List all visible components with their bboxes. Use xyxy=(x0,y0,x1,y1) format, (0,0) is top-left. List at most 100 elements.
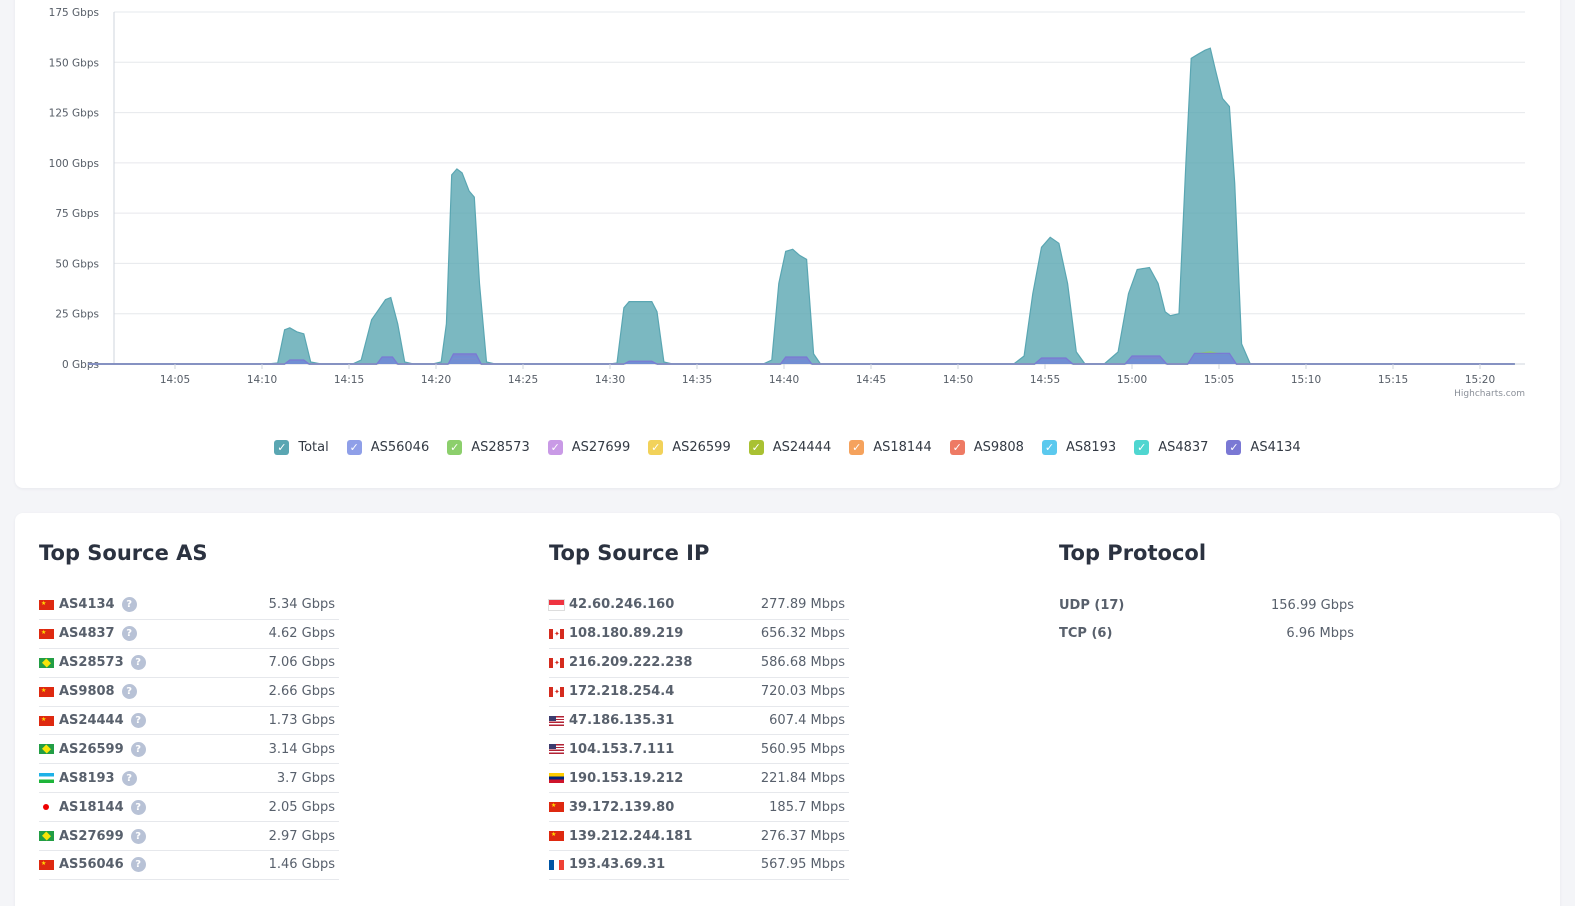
legend-item-total[interactable]: ✓ Total xyxy=(274,440,329,455)
row-label: 193.43.69.31 xyxy=(549,857,665,872)
series-area-as4134[interactable] xyxy=(88,353,1515,364)
series-line-as4134[interactable] xyxy=(88,352,1515,365)
top-source-as-title: Top Source AS xyxy=(39,541,208,565)
help-icon[interactable]: ? xyxy=(130,799,146,815)
row-label: ★ AS56046? xyxy=(39,857,146,873)
row-label: ★ 39.172.139.80 xyxy=(549,800,674,815)
row-label: ★ AS4134? xyxy=(39,597,137,613)
row-value: 5.34 Gbps xyxy=(268,597,335,613)
y-tick-label: 25 Gbps xyxy=(55,309,99,321)
help-icon[interactable]: ? xyxy=(121,597,137,613)
traffic-chart-card xyxy=(15,0,1560,488)
row-value: 2.97 Gbps xyxy=(268,828,335,844)
table-row: AS8193? 3.7 Gbps xyxy=(39,764,339,794)
x-tick-label: 14:30 xyxy=(595,374,625,386)
legend-item-as9808[interactable]: ✓ AS9808 xyxy=(949,440,1024,455)
row-label-text: 42.60.246.160 xyxy=(569,597,675,613)
highcharts-credit[interactable]: Highcharts.com xyxy=(1454,389,1525,399)
flag-uz-icon xyxy=(39,773,54,784)
help-icon[interactable]: ? xyxy=(121,684,137,700)
legend-checkbox-icon[interactable]: ✓ xyxy=(447,440,463,455)
table-row: ★ AS24444? 1.73 Gbps xyxy=(39,707,339,736)
table-row: AS18144? 2.05 Gbps xyxy=(39,793,339,823)
row-label-text: AS56046 xyxy=(59,857,124,873)
row-label-text: AS4134 xyxy=(59,597,115,613)
y-tick-label: 100 Gbps xyxy=(49,158,99,170)
row-value: 1.73 Gbps xyxy=(268,713,335,728)
legend-label: AS8193 xyxy=(1065,440,1117,455)
legend-item-as24444[interactable]: ✓ AS24444 xyxy=(748,440,832,455)
legend-checkbox-icon[interactable]: ✓ xyxy=(949,440,965,455)
top-stats-card: Top Source AS ★ AS4134? 5.34 Gbps ★ AS4837? 4… xyxy=(15,513,1560,906)
flag-sg-icon xyxy=(548,598,565,611)
flag-us-icon xyxy=(549,715,564,726)
help-icon[interactable]: ? xyxy=(130,741,146,757)
row-value: 720.03 Mbps xyxy=(760,684,845,700)
flag-br-icon xyxy=(39,744,54,755)
x-tick-label: 14:55 xyxy=(1030,374,1060,386)
legend-checkbox-icon[interactable]: ✓ xyxy=(346,440,362,455)
legend-label: Total xyxy=(298,440,329,455)
legend-item-as27699[interactable]: ✓ AS27699 xyxy=(547,440,631,455)
help-icon[interactable]: ? xyxy=(121,626,137,642)
flag-ca-icon: ✦ xyxy=(549,657,564,668)
legend-checkbox-icon[interactable]: ✓ xyxy=(849,440,865,455)
flag-ca-icon: ✦ xyxy=(549,686,564,697)
flag-cn-icon: ★ xyxy=(549,831,564,842)
row-label: UDP (17) xyxy=(1059,598,1124,613)
legend-item-as28573[interactable]: ✓ AS28573 xyxy=(447,440,530,455)
x-tick-label: 14:05 xyxy=(160,374,190,386)
help-icon[interactable]: ? xyxy=(130,828,146,844)
help-icon[interactable]: ? xyxy=(121,770,137,786)
table-row: ✦ 172.218.254.4 720.03 Mbps xyxy=(549,678,849,707)
flag-cn-icon: ★ xyxy=(39,715,54,726)
legend-label: AS27699 xyxy=(571,440,631,455)
legend-checkbox-icon[interactable]: ✓ xyxy=(1226,440,1242,455)
help-icon[interactable]: ? xyxy=(130,655,146,671)
legend-label: AS24444 xyxy=(772,440,832,455)
legend-checkbox-icon[interactable]: ✓ xyxy=(748,440,764,455)
x-tick-label: 15:10 xyxy=(1291,374,1321,386)
row-value: 6.96 Mbps xyxy=(1286,625,1354,641)
legend-label: AS26599 xyxy=(672,440,731,455)
table-row: ★ AS4134? 5.34 Gbps xyxy=(39,591,339,620)
row-label: ✦ 172.218.254.4 xyxy=(549,684,674,699)
top-protocol-title: Top Protocol xyxy=(1059,541,1207,565)
legend-checkbox-icon[interactable]: ✓ xyxy=(274,440,290,455)
top-source-ip-title: Top Source IP xyxy=(549,541,710,565)
legend-item-as26599[interactable]: ✓ AS26599 xyxy=(648,440,731,455)
table-row: 42.60.246.160 277.89 Mbps xyxy=(548,591,849,620)
row-value: 7.06 Gbps xyxy=(268,655,335,671)
legend-label: AS4837 xyxy=(1158,440,1209,455)
legend-checkbox-icon[interactable]: ✓ xyxy=(547,440,563,455)
flag-ve-icon xyxy=(549,773,564,784)
legend-item-as56046[interactable]: ✓ AS56046 xyxy=(346,440,429,455)
legend-checkbox-icon[interactable]: ✓ xyxy=(1134,440,1150,455)
legend-checkbox-icon[interactable]: ✓ xyxy=(648,440,664,455)
help-icon[interactable]: ? xyxy=(130,857,146,873)
legend-item-as18144[interactable]: ✓ AS18144 xyxy=(849,440,932,455)
series-area-total[interactable] xyxy=(88,48,1515,364)
row-label-text: AS26599 xyxy=(59,741,124,757)
legend-checkbox-icon[interactable]: ✓ xyxy=(1041,440,1057,455)
legend-item-as4837[interactable]: ✓ AS4837 xyxy=(1134,440,1208,455)
row-label-text: AS9808 xyxy=(59,684,115,700)
x-tick-label: 14:40 xyxy=(769,374,799,386)
row-value: 185.7 Mbps xyxy=(769,799,845,815)
table-row: 104.153.7.111 560.95 Mbps xyxy=(549,735,849,765)
series-as4134[interactable] xyxy=(88,352,1515,365)
help-icon[interactable]: ? xyxy=(130,713,146,728)
row-label-text: 193.43.69.31 xyxy=(569,857,666,873)
table-row: ★ AS9808? 2.66 Gbps xyxy=(39,678,339,707)
legend-item-as8193[interactable]: ✓ AS8193 xyxy=(1041,440,1117,455)
table-row: 47.186.135.31 607.4 Mbps xyxy=(549,707,849,736)
table-row: ✦ 108.180.89.219 656.32 Mbps xyxy=(549,620,849,649)
table-row: 190.153.19.212 221.84 Mbps xyxy=(549,764,849,794)
top-protocol-list: UDP (17) 156.99 Gbps TCP (6) 6.96 Mbps xyxy=(1059,591,1354,647)
legend-label: AS9808 xyxy=(973,440,1024,455)
row-label: TCP (6) xyxy=(1059,626,1112,641)
series-total[interactable] xyxy=(88,47,1515,365)
legend-item-as4134[interactable]: ✓ AS4134 xyxy=(1226,440,1301,455)
x-tick-label: 14:15 xyxy=(334,374,364,386)
row-label: ✦ 108.180.89.219 xyxy=(549,626,683,641)
